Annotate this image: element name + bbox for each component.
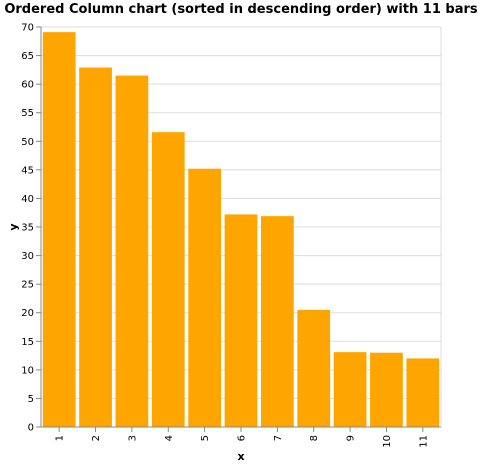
- bar: [115, 75, 149, 428]
- y-tick-label: 70: [21, 23, 34, 34]
- x-tick-label: 4: [164, 435, 175, 441]
- y-tick-label: 0: [28, 423, 34, 434]
- bar: [333, 352, 367, 427]
- bar: [79, 67, 112, 428]
- y-tick-label: 50: [21, 137, 34, 148]
- y-tick-label: 40: [21, 194, 34, 205]
- bar: [42, 32, 76, 428]
- x-tick-label: 3: [127, 435, 138, 441]
- x-tick-label: 5: [200, 435, 211, 441]
- bar: [188, 168, 221, 427]
- bar: [370, 352, 403, 427]
- chart-title: Ordered Column chart (sorted in descendi…: [4, 2, 478, 17]
- bars: [42, 32, 440, 428]
- y-tick-label: 30: [21, 251, 34, 262]
- y-tick-label: 60: [21, 80, 34, 91]
- x-tick-label: 2: [91, 435, 102, 441]
- y-tick-label: 35: [21, 223, 34, 234]
- x-tick-label: 11: [418, 435, 429, 448]
- bar: [297, 309, 331, 427]
- y-tick-label: 5: [28, 394, 34, 405]
- y-tick-label: 55: [21, 108, 34, 119]
- x-tick-label: 8: [309, 435, 320, 441]
- y-tick-label: 15: [21, 337, 34, 348]
- x-tick-label: 10: [382, 435, 393, 448]
- x-axis-title: x: [237, 450, 244, 463]
- y-tick-label: 25: [21, 280, 34, 291]
- bar: [151, 132, 185, 427]
- bar: [224, 214, 258, 427]
- x-tick-label: 7: [273, 435, 284, 441]
- bar: [406, 358, 440, 427]
- y-tick-label: 65: [21, 51, 34, 62]
- x-tick-label: 9: [346, 435, 357, 441]
- x-tick-label: 1: [55, 435, 66, 441]
- y-axis-title: y: [7, 223, 20, 230]
- y-tick-label: 20: [21, 308, 34, 319]
- x-tick-label: 6: [237, 435, 248, 441]
- y-tick-label: 45: [21, 165, 34, 176]
- bar: [261, 216, 294, 427]
- y-tick-label: 10: [21, 365, 34, 376]
